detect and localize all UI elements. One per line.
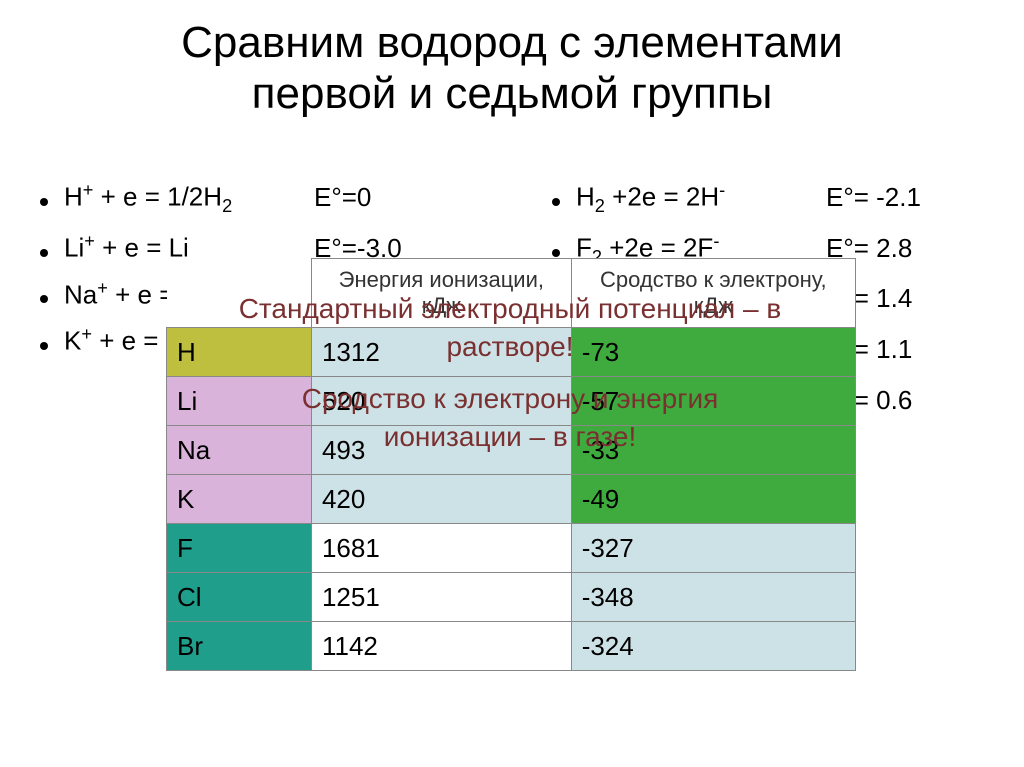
table-row: F1681-327 <box>167 524 856 573</box>
element-cell: Na <box>167 426 312 475</box>
equation-text: H+ + e = 1/2H2 <box>64 180 314 217</box>
affinity-cell: -327 <box>571 524 855 573</box>
element-cell: Br <box>167 622 312 671</box>
element-cell: K <box>167 475 312 524</box>
affinity-cell: -324 <box>571 622 855 671</box>
table-row: K420-49 <box>167 475 856 524</box>
affinity-cell: -57 <box>571 377 855 426</box>
ionization-cell: 1251 <box>311 573 571 622</box>
ionization-cell: 1681 <box>311 524 571 573</box>
affinity-cell: -73 <box>571 328 855 377</box>
ionization-cell: 1312 <box>311 328 571 377</box>
element-cell: H <box>167 328 312 377</box>
table-row: Na493-33 <box>167 426 856 475</box>
bullet-icon <box>40 295 48 303</box>
affinity-cell: -33 <box>571 426 855 475</box>
slide-title: Сравним водород с элементами первой и се… <box>0 0 1024 119</box>
element-cell: F <box>167 524 312 573</box>
equation-text: H2 +2e = 2H- <box>576 180 826 217</box>
table-header-row: Энергия ионизации, кДж Сродство к электр… <box>167 259 856 328</box>
ionization-cell: 420 <box>311 475 571 524</box>
col-header-ionization: Энергия ионизации, кДж <box>311 259 571 328</box>
element-cell: Li <box>167 377 312 426</box>
data-table-wrap: Энергия ионизации, кДж Сродство к электр… <box>166 258 856 671</box>
potential-value: E°=0 <box>314 182 371 213</box>
element-cell: Cl <box>167 573 312 622</box>
ionization-cell: 520 <box>311 377 571 426</box>
bullet-icon <box>552 249 560 257</box>
col-header-affinity: Сродство к электрону, кДж <box>571 259 855 328</box>
bullet-icon <box>40 198 48 206</box>
bullet-icon <box>40 249 48 257</box>
ionization-cell: 493 <box>311 426 571 475</box>
potential-value: E°= -2.1 <box>826 182 921 213</box>
table-row: H1312-73 <box>167 328 856 377</box>
table-row: Br1142-324 <box>167 622 856 671</box>
table-row: Li520-57 <box>167 377 856 426</box>
affinity-cell: -348 <box>571 573 855 622</box>
equation-row: H+ + e = 1/2H2E°=0 <box>40 180 512 217</box>
data-table: Энергия ионизации, кДж Сродство к электр… <box>166 258 856 671</box>
bullet-icon <box>40 342 48 350</box>
affinity-cell: -49 <box>571 475 855 524</box>
equation-row: H2 +2e = 2H-E°= -2.1 <box>552 180 1024 217</box>
bullet-icon <box>552 198 560 206</box>
ionization-cell: 1142 <box>311 622 571 671</box>
table-row: Cl1251-348 <box>167 573 856 622</box>
